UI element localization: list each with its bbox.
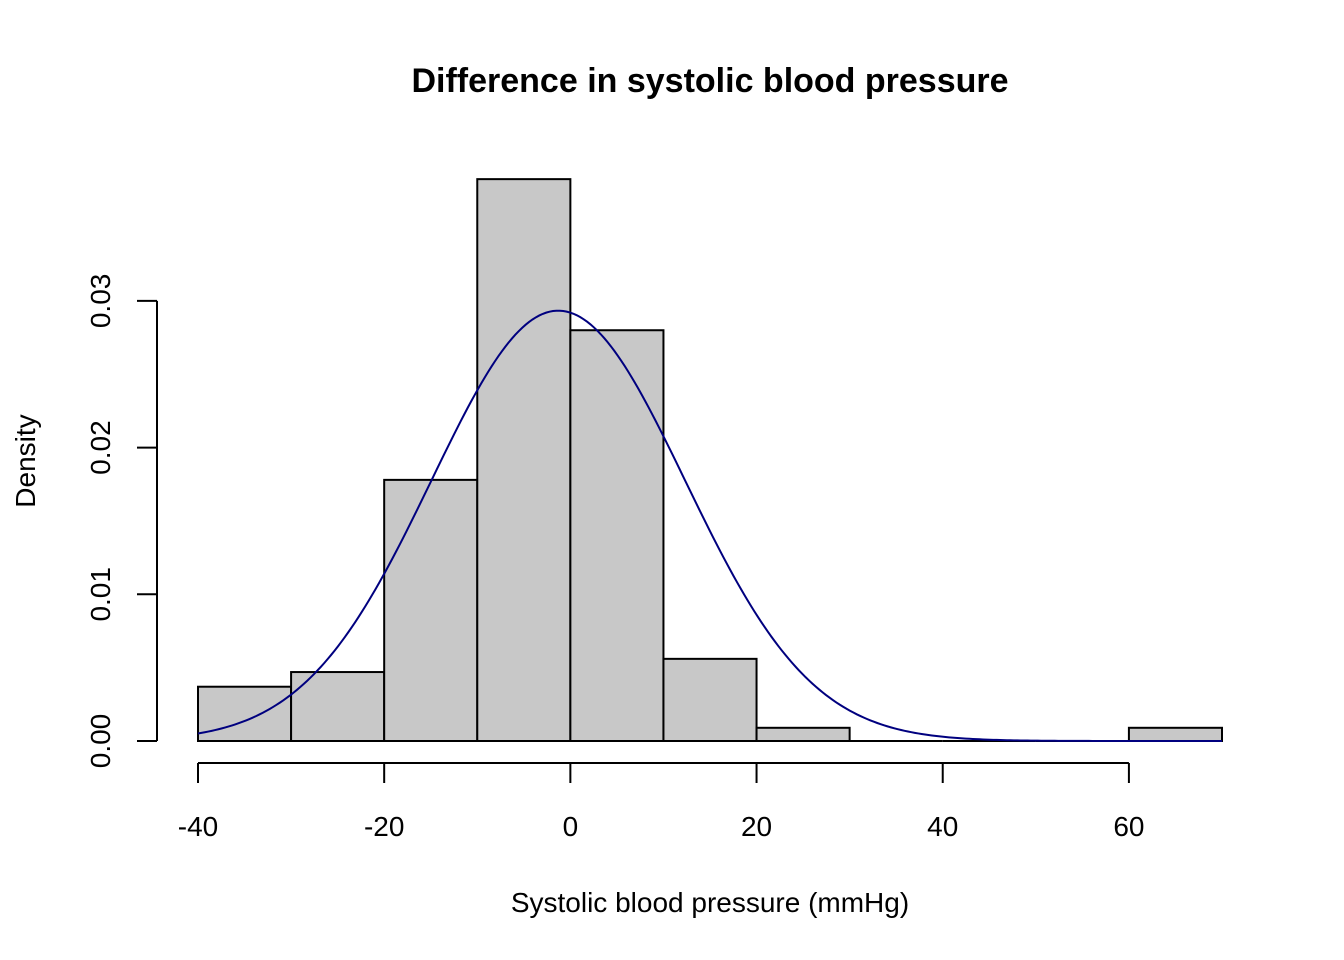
histogram-bar [290,671,386,743]
y-axis-label: Density [10,414,41,507]
histogram-bar [476,178,572,743]
x-tick-label: 20 [741,811,772,842]
x-axis: -40 -20 0 20 40 60 [178,762,1144,842]
x-tick-label: 0 [563,811,579,842]
y-tick-label: 0.00 [85,714,116,769]
chart-title: Difference in systolic blood pressure [411,62,1008,100]
x-tick-label: 60 [1113,811,1144,842]
y-tick-label: 0.01 [85,567,116,622]
y-tick-label: 0.02 [85,420,116,475]
y-tick-label: 0.03 [85,274,116,329]
histogram-bar [569,329,665,742]
x-tick-label: 40 [927,811,958,842]
histogram-bar [662,657,758,743]
histogram-bar [197,685,293,743]
normal-density-curve [197,309,1222,742]
histogram-bar [755,726,851,742]
bars-group [197,178,1223,743]
histogram-bar [383,478,479,742]
histogram-bar [1127,726,1223,742]
x-tick-label: -20 [364,811,404,842]
y-axis: 0.00 0.01 0.02 0.03 [85,274,158,769]
x-tick-label: -40 [178,811,218,842]
x-axis-label: Systolic blood pressure (mmHg) [511,887,909,918]
